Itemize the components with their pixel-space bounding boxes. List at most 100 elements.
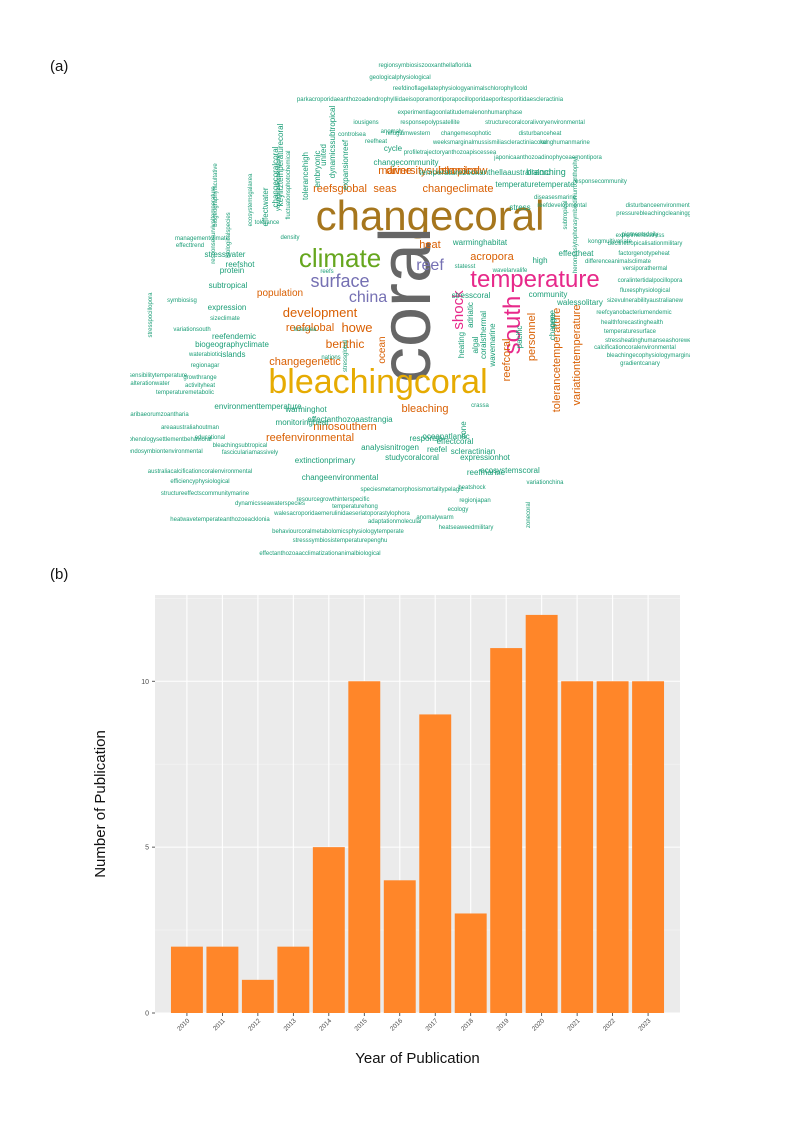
word-cloud-word: sizeclimate — [210, 316, 240, 322]
word-cloud-word: reefdinoflagellatephysiologyanimalschlor… — [393, 86, 527, 92]
word-cloud-word: efficiencyphysiological — [170, 479, 229, 485]
word-cloud-word: density — [280, 235, 299, 241]
y-tick-label: 10 — [141, 679, 149, 686]
bar-2011 — [206, 946, 239, 1013]
word-cloud-word: reefendosymbiontenvironmental — [130, 449, 203, 455]
word-cloud-word: expression — [208, 303, 247, 312]
word-cloud-word: resourcegrowthinterspecific — [296, 497, 369, 503]
bar-2021 — [561, 681, 594, 1013]
word-cloud-word: reefcyanobacteriumendemic — [596, 310, 671, 316]
word-cloud-word: adriatic — [466, 302, 475, 328]
word-cloud-word: controlsea — [338, 132, 366, 138]
word-cloud-word: reefendemic — [212, 332, 256, 341]
word-cloud-word: australiacalcificationcoralenvironmental — [148, 469, 252, 475]
word-cloud-word: environmenttemperature — [214, 402, 302, 411]
word-cloud-word: community — [529, 290, 568, 299]
word-cloud-word: islandnew — [439, 165, 488, 177]
bar-2014 — [312, 847, 345, 1013]
word-cloud-word: ecosystemscoral — [480, 466, 540, 475]
word-cloud-word: zonecoral — [526, 502, 532, 528]
word-cloud-word: monitoringheat — [276, 418, 330, 427]
y-tick-label: 5 — [145, 845, 149, 852]
bar-2017 — [419, 714, 452, 1013]
word-cloud-word: reefel — [427, 445, 447, 454]
word-cloud-word: biologicalspecies — [226, 212, 232, 257]
word-cloud-word: walessolitary — [556, 298, 603, 307]
x-tick-label: 2010 — [176, 1017, 191, 1032]
word-cloud-word: changeclimate — [423, 183, 494, 195]
word-cloud-word: profiletrajectoryanthozoapiscessea — [404, 150, 497, 156]
word-cloud-word: temperaturehong — [332, 504, 378, 510]
word-cloud-word: structurecoralcoralivoryenvironmental — [485, 120, 585, 126]
word-cloud-word: heronsissiytophorasymbiodiniumxanthophyl — [573, 157, 579, 273]
word-cloud-word: branching — [526, 167, 566, 177]
word-cloud-word: keylitztemperaturecoral — [276, 123, 285, 206]
word-cloud-word: factorgenotypeheat — [618, 251, 670, 257]
word-cloud-word: expansionreef — [341, 139, 350, 190]
bar-chart: 2010 2011 2012 2013 2014 2015 2016 2017 2018 2019… — [92, 595, 680, 1067]
x-tick-label: 2022 — [602, 1017, 617, 1032]
word-cloud-word: islands — [221, 350, 246, 359]
word-cloud-word: stressglobal — [343, 340, 349, 372]
x-tick-label: 2016 — [389, 1017, 404, 1032]
word-cloud-word: regionjapan — [459, 498, 490, 504]
word-cloud-word: changeenvironmental — [302, 473, 379, 482]
word-cloud-word: ecology — [448, 507, 469, 513]
x-tick-label: 2015 — [354, 1017, 369, 1032]
word-cloud-word: stresssymbiosistemperaturepenghu — [293, 538, 388, 544]
word-cloud-word: pressurebleachingcleaningglobal — [616, 211, 690, 217]
x-tick-label: 2017 — [424, 1017, 439, 1032]
bar-2012 — [241, 979, 274, 1013]
word-cloud-word: responsecommunity — [573, 179, 627, 185]
word-cloud-word: wavemarine — [488, 323, 497, 368]
bar-2010 — [170, 946, 203, 1013]
word-cloud-word: reef — [416, 257, 444, 274]
word-cloud-word: zone — [459, 421, 468, 439]
word-cloud-word: gene — [548, 310, 557, 328]
word-cloud-word: dynamicsseawaterspecies — [235, 501, 305, 507]
word-cloud-word: symbiosisg — [167, 298, 197, 304]
word-cloud-word: subtropical — [209, 281, 248, 290]
word-cloud-word: changegenetic — [269, 356, 341, 368]
word-cloud-word: reefs — [320, 269, 333, 275]
word-cloud-word: seas — [373, 183, 397, 195]
word-cloud-word: statesst — [455, 264, 476, 270]
word-cloud-word: crassa — [471, 403, 489, 409]
word-cloud-word: warminghot — [284, 405, 327, 414]
word-cloud-word: analysisnitrogen — [361, 443, 419, 452]
word-cloud-word: heatseaweedmilitary — [439, 525, 494, 531]
word-cloud-word: pacific — [515, 326, 524, 349]
word-cloud-word: heat — [419, 239, 440, 251]
word-cloud-word: bleachingecophysiologymarginal — [607, 353, 690, 359]
word-cloud-word: fluxesphysiological — [620, 288, 670, 294]
word-cloud-word: stresscoral — [452, 291, 491, 300]
word-cloud-word: refugiumwestern — [386, 131, 430, 137]
word-cloud-word: sensibilitytemperature — [130, 373, 188, 379]
x-tick-label: 2018 — [460, 1017, 475, 1032]
word-cloud-word: alterationwater — [130, 381, 169, 387]
bar-2022 — [596, 681, 629, 1013]
word-cloud-word: iousigens — [353, 120, 378, 126]
word-cloud-word: geologicalphysiological — [369, 75, 430, 81]
word-cloud-word: surface — [310, 271, 369, 291]
word-cloud-word: differenceanimalsclimate — [585, 259, 652, 265]
word-cloud-word: konghumanmarine — [540, 140, 590, 146]
word-cloud-word: healthforecastinghealth — [601, 320, 663, 326]
word-cloud-word: effecttrend — [176, 243, 204, 249]
word-cloud-word: reefmarine — [467, 468, 506, 477]
word-cloud-word: reefglobal — [286, 322, 334, 334]
word-cloud-word: pigmentsdaily — [622, 232, 659, 238]
word-cloud-word: change — [548, 313, 557, 340]
word-cloud-word: walesacroporidaemerulinidaeseriatoporast… — [273, 511, 410, 517]
word-cloud-word: ocean — [377, 336, 388, 363]
x-tick-label: 2019 — [495, 1017, 510, 1032]
word-cloud-word: educational — [195, 435, 226, 441]
word-cloud-word: parkacroporidaeanthozoadendrophylliidaei… — [297, 97, 564, 103]
x-tick-label: 2012 — [247, 1017, 262, 1032]
word-cloud-word: scleractinian — [451, 447, 495, 456]
x-tick-label: 2011 — [212, 1017, 227, 1032]
word-cloud-word: adaptationmolecular — [368, 519, 422, 525]
word-cloud-word: temperaturezooxanthellaaustralialord — [419, 168, 551, 177]
word-cloud-word: temperature — [470, 266, 599, 293]
word-cloud-word: reefheat — [365, 139, 387, 145]
